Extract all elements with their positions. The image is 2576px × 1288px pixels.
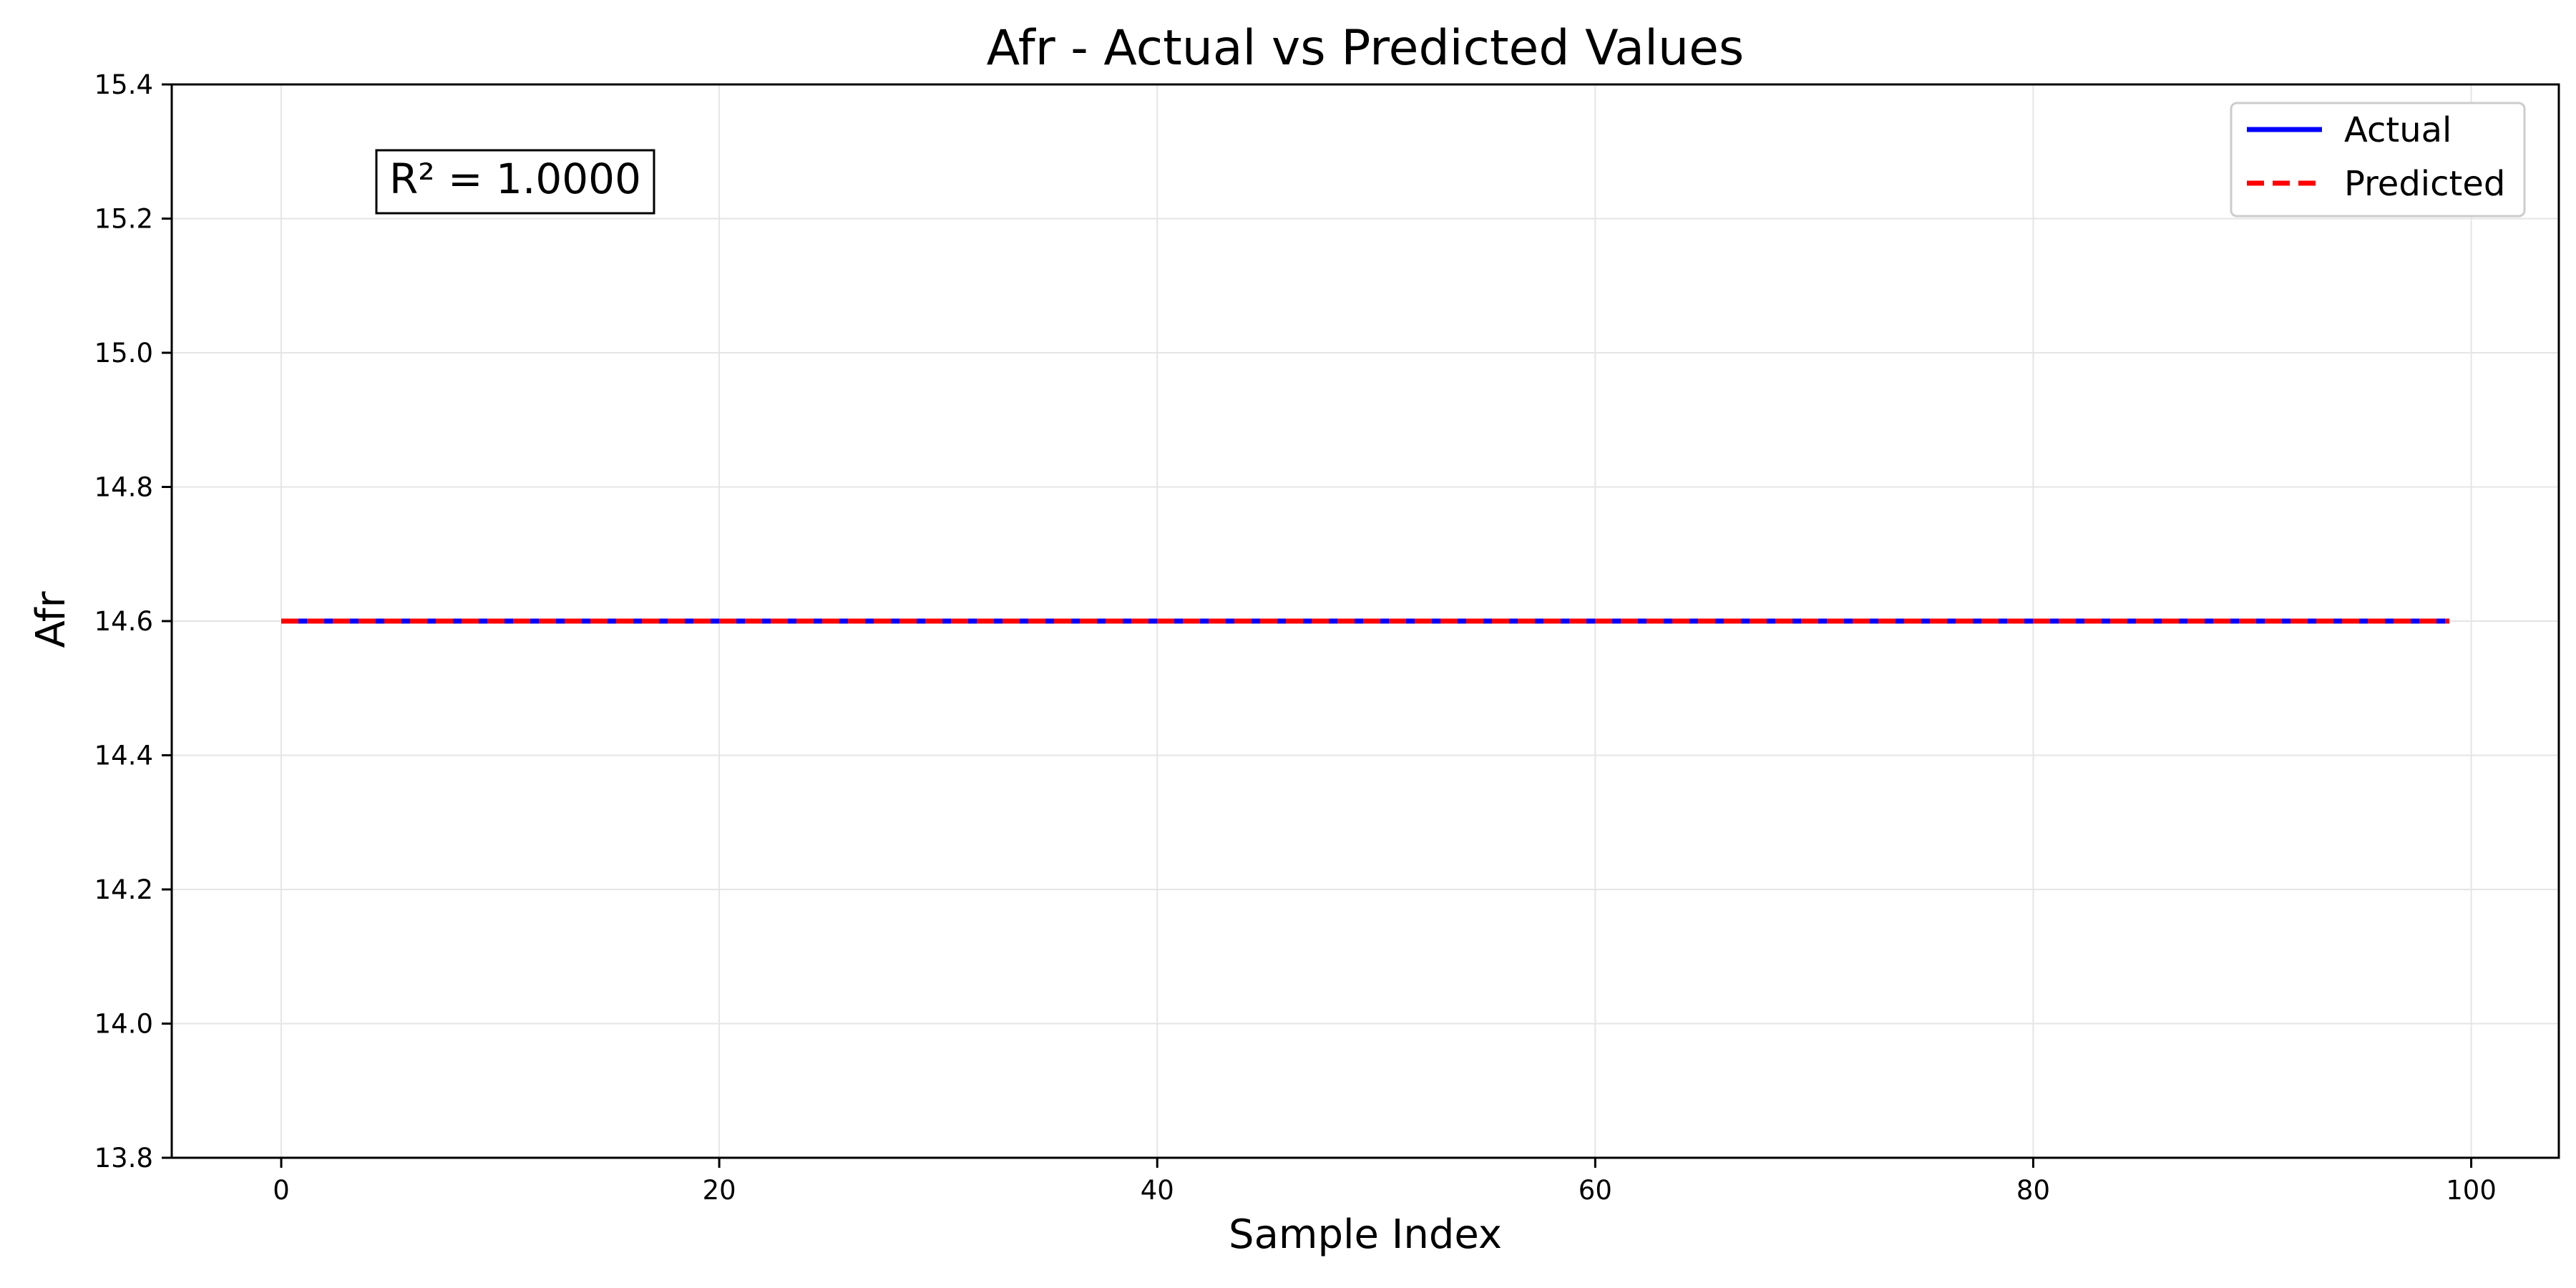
y-tick-label: 14.4 — [94, 741, 153, 771]
x-tick-label: 0 — [273, 1175, 290, 1206]
y-tick-label: 14.2 — [94, 874, 153, 905]
y-tick-label: 14.0 — [94, 1009, 153, 1040]
x-axis-label: Sample Index — [1229, 1211, 1502, 1258]
x-axis: 0 20 40 60 80 100 — [273, 1158, 2497, 1206]
r2-annotation-text: R² = 1.0000 — [389, 155, 641, 203]
x-tick-label: 40 — [1141, 1175, 1174, 1206]
x-tick-label: 60 — [1579, 1175, 1612, 1206]
chart-title: Afr - Actual vs Predicted Values — [987, 20, 1745, 77]
x-tick-label: 20 — [703, 1175, 736, 1206]
legend: Actual Predicted — [2230, 102, 2526, 218]
y-tick-label: 15.0 — [94, 338, 153, 369]
legend-label-actual: Actual — [2344, 110, 2451, 150]
r2-annotation-box — [375, 149, 655, 215]
y-axis: 13.8 14.0 14.2 14.4 14.6 14.8 15.0 15.2 15.4 — [94, 69, 172, 1174]
legend-label-predicted: Predicted — [2344, 164, 2505, 204]
y-tick-label: 15.4 — [94, 69, 153, 100]
y-tick-label: 13.8 — [94, 1143, 153, 1174]
y-tick-label: 15.2 — [94, 204, 153, 235]
y-axis-label: Afr — [28, 591, 74, 648]
x-tick-label: 100 — [2446, 1175, 2497, 1206]
r2-annotation: R² = 1.0000 — [375, 149, 655, 215]
y-tick-label: 14.6 — [94, 606, 153, 637]
y-tick-label: 14.8 — [94, 472, 153, 503]
x-tick-label: 80 — [2016, 1175, 2050, 1206]
